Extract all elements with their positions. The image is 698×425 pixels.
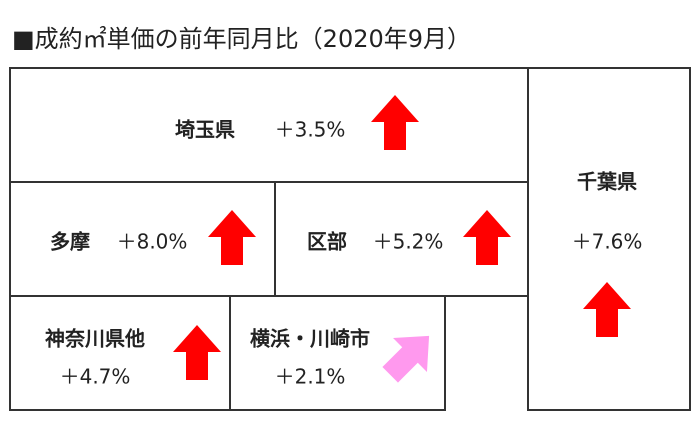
arrows [173, 95, 631, 383]
title: ■成約㎡単価の前年同月比（2020年9月） [12, 25, 471, 53]
diagonal-arrow [382, 335, 430, 383]
region-name: 埼玉県 [175, 118, 235, 142]
region-change: ＋4.7% [60, 365, 131, 389]
region-box [229, 295, 446, 411]
up-arrow [463, 210, 511, 265]
up-arrow [173, 325, 221, 380]
region-name: 千葉県 [577, 170, 637, 194]
region-change: ＋2.1% [275, 365, 346, 389]
up-arrow [208, 210, 256, 265]
up-arrow [371, 95, 419, 150]
region-name: 多摩 [50, 230, 90, 254]
region-change: ＋7.6% [572, 230, 643, 254]
region-change: ＋5.2% [373, 230, 444, 254]
region-name: 神奈川県他 [45, 327, 145, 351]
region-change: ＋8.0% [117, 230, 188, 254]
region-change: ＋3.5% [275, 118, 346, 142]
up-arrow [583, 282, 631, 337]
region-name: 横浜・川崎市 [250, 327, 370, 351]
region-box [9, 67, 529, 183]
region-name: 区部 [307, 230, 347, 254]
